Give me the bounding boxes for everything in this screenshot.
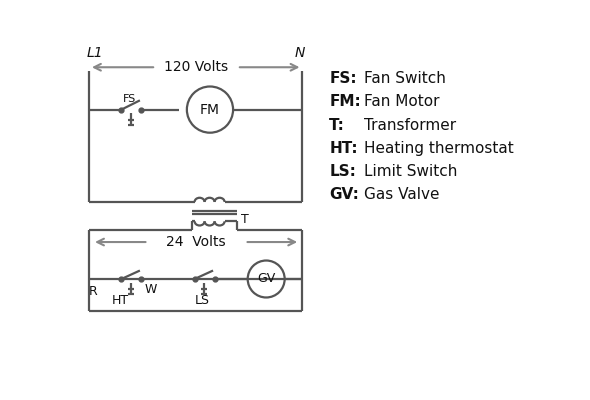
Text: Limit Switch: Limit Switch bbox=[364, 164, 457, 179]
Text: 24  Volts: 24 Volts bbox=[166, 235, 226, 249]
Text: FS:: FS: bbox=[329, 71, 357, 86]
Text: T: T bbox=[241, 213, 248, 226]
Text: T:: T: bbox=[329, 118, 345, 132]
Text: GV: GV bbox=[257, 272, 276, 286]
Text: 120 Volts: 120 Volts bbox=[164, 60, 228, 74]
Text: Fan Motor: Fan Motor bbox=[364, 94, 440, 110]
Text: HT: HT bbox=[112, 294, 129, 307]
Text: N: N bbox=[294, 46, 305, 60]
Text: FM:: FM: bbox=[329, 94, 361, 110]
Text: LS:: LS: bbox=[329, 164, 356, 179]
Text: FS: FS bbox=[123, 94, 136, 104]
Text: Gas Valve: Gas Valve bbox=[364, 187, 440, 202]
Text: GV:: GV: bbox=[329, 187, 359, 202]
Text: W: W bbox=[145, 283, 157, 296]
Text: HT:: HT: bbox=[329, 141, 358, 156]
Text: Transformer: Transformer bbox=[364, 118, 456, 132]
Text: FM: FM bbox=[200, 103, 220, 117]
Text: Heating thermostat: Heating thermostat bbox=[364, 141, 514, 156]
Text: L1: L1 bbox=[87, 46, 103, 60]
Text: R: R bbox=[89, 285, 98, 298]
Text: LS: LS bbox=[195, 294, 210, 307]
Text: Fan Switch: Fan Switch bbox=[364, 71, 446, 86]
